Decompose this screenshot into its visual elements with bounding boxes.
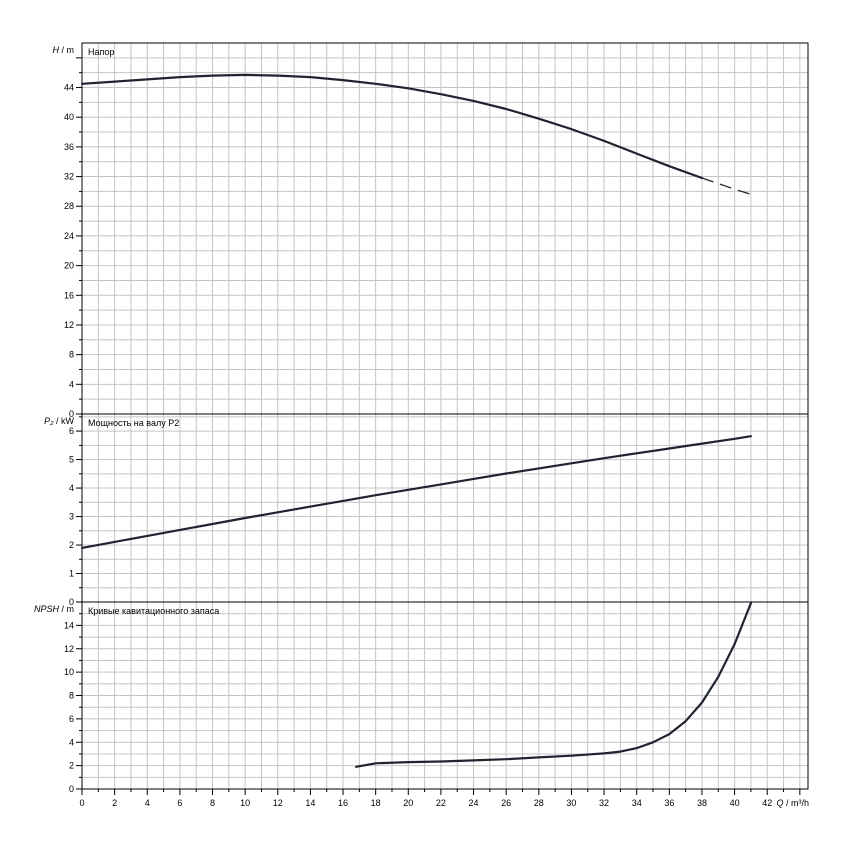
curves	[80, 73, 753, 768]
x-tick-label: 14	[305, 798, 315, 808]
y-tick-label: 1	[69, 569, 74, 579]
y-tick-label: 36	[64, 142, 74, 152]
x-tick-label: 2	[112, 798, 117, 808]
y-tick-label: 4	[69, 483, 74, 493]
y-tick-label: 12	[64, 644, 74, 654]
y-tick-label: 0	[69, 597, 74, 607]
y-tick-label: 24	[64, 231, 74, 241]
x-tick-label: 6	[177, 798, 182, 808]
y-tick-label: 5	[69, 455, 74, 465]
x-tick-label: 36	[664, 798, 674, 808]
grid	[82, 43, 808, 789]
y-tick-label: 16	[64, 290, 74, 300]
x-tick-label: 20	[403, 798, 413, 808]
y-tick-label: 8	[69, 691, 74, 701]
series-line	[80, 435, 753, 550]
x-tick-label: 30	[566, 798, 576, 808]
y-axis-label: NPSH / m	[34, 604, 74, 614]
series-line	[80, 73, 704, 180]
x-tick-label: 10	[240, 798, 250, 808]
y-tick-label: 10	[64, 667, 74, 677]
y-tick-label: 14	[64, 620, 74, 630]
x-tick-label: 0	[79, 798, 84, 808]
y-axis-label: H / m	[53, 45, 75, 55]
y-tick-label: 6	[69, 426, 74, 436]
y-tick-label: 32	[64, 172, 74, 182]
x-tick-label: 34	[632, 798, 642, 808]
x-tick-label: 18	[371, 798, 381, 808]
y-axis-label: P₂ / kW	[44, 416, 74, 426]
y-tick-label: 0	[69, 784, 74, 794]
x-tick-label: 40	[730, 798, 740, 808]
panel-title: Кривые кавитационного запаса	[88, 606, 219, 616]
y-tick-label: 28	[64, 201, 74, 211]
y-tick-label: 2	[69, 540, 74, 550]
y-tick-label: 4	[69, 737, 74, 747]
x-tick-label: 26	[501, 798, 511, 808]
y-tick-label: 12	[64, 320, 74, 330]
x-axis-label: Q / m³/h	[776, 798, 809, 808]
y-tick-label: 6	[69, 714, 74, 724]
x-tick-label: 42	[762, 798, 772, 808]
x-tick-label: 22	[436, 798, 446, 808]
panel-title: Напор	[88, 47, 114, 57]
y-tick-label: 0	[69, 409, 74, 419]
y-tick-label: 3	[69, 512, 74, 522]
x-tick-label: 32	[599, 798, 609, 808]
chart-frame	[76, 42, 809, 795]
y-tick-label: 8	[69, 350, 74, 360]
plot-frame	[81, 42, 809, 790]
x-tick-label: 12	[273, 798, 283, 808]
x-tick-label: 8	[210, 798, 215, 808]
x-tick-label: 4	[145, 798, 150, 808]
y-tick-label: 2	[69, 761, 74, 771]
y-tick-label: 40	[64, 112, 74, 122]
y-tick-label: 4	[69, 379, 74, 389]
panel-title: Мощность на валу P2	[88, 418, 179, 428]
series-line	[355, 602, 753, 768]
y-tick-label: 20	[64, 261, 74, 271]
x-tick-label: 24	[469, 798, 479, 808]
x-tick-label: 38	[697, 798, 707, 808]
x-tick-label: 28	[534, 798, 544, 808]
y-tick-label: 44	[64, 83, 74, 93]
series-extension-dashed	[701, 177, 752, 196]
x-tick-label: 16	[338, 798, 348, 808]
